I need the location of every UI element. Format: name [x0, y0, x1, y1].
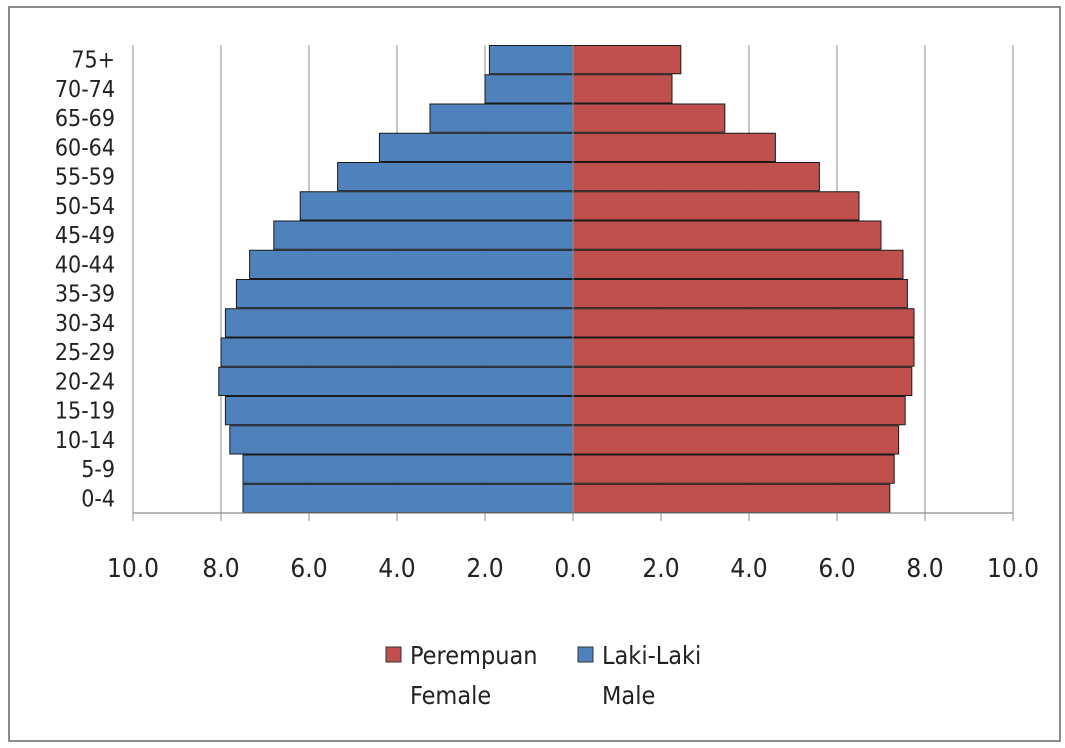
bar-male-50-54 [299, 191, 574, 221]
axes [132, 45, 1013, 521]
bar-male-40-44 [249, 249, 574, 279]
bar-female-55-59 [572, 162, 820, 192]
bar-female-50-54 [572, 191, 860, 221]
legend-label-laki-laki: Laki-Laki [602, 641, 701, 670]
bar-male-70-74 [484, 74, 574, 104]
bar-male-15-19 [224, 396, 574, 426]
bar-female-35-39 [572, 279, 908, 309]
bar-female-20-24 [572, 366, 913, 396]
bar-female-45-49 [572, 220, 882, 250]
x-tick-label: 2.0 [642, 554, 679, 584]
category-label: 40-44 [55, 252, 115, 278]
bar-male-75+ [488, 45, 574, 75]
bar-male-65-69 [429, 103, 574, 133]
legend-swatch-male [577, 646, 594, 663]
bar-female-70-74 [572, 74, 673, 104]
bar-male-55-59 [337, 162, 574, 192]
legend-label-female: Female [410, 681, 491, 710]
category-label: 60-64 [55, 135, 115, 161]
x-tick-label: 2.0 [466, 554, 503, 584]
category-label: 25-29 [55, 340, 115, 366]
legend-label-perempuan: Perempuan [410, 641, 538, 670]
bar-female-0-4 [572, 483, 891, 513]
legend-swatch-female [385, 646, 402, 663]
category-labels: 0-4 5-9 10-14 15-19 20-24 25-29 30-34 35-39 40-4… [55, 48, 115, 513]
bar-male-0-4 [242, 483, 574, 513]
x-tick-labels: 10.0 8.0 6.0 4.0 2.0 0.0 2.0 4.0 6.0 8.0 10.0 [107, 554, 1039, 584]
bar-male-45-49 [273, 220, 574, 250]
category-label: 0-4 [81, 486, 115, 512]
category-label: 15-19 [55, 399, 115, 425]
x-tick-label: 4.0 [378, 554, 415, 584]
x-tick-label: 6.0 [290, 554, 327, 584]
bar-female-60-64 [572, 132, 776, 162]
category-label: 10-14 [55, 428, 115, 454]
x-tick-label: 10.0 [107, 554, 159, 584]
bar-female-65-69 [572, 103, 726, 133]
category-label: 20-24 [55, 369, 115, 395]
bar-female-15-19 [572, 396, 906, 426]
bar-female-5-9 [572, 454, 895, 484]
x-tick-label: 10.0 [987, 554, 1039, 584]
category-label: 5-9 [81, 457, 115, 483]
category-label: 75+ [71, 48, 115, 74]
category-label: 70-74 [55, 77, 115, 103]
category-label: 35-39 [55, 282, 115, 308]
x-tick-label: 4.0 [730, 554, 767, 584]
bar-female-25-29 [572, 337, 915, 367]
bars [218, 45, 915, 513]
bar-male-25-29 [220, 337, 574, 367]
bar-male-5-9 [242, 454, 574, 484]
x-tick-label: 0.0 [554, 554, 591, 584]
bar-male-20-24 [218, 366, 574, 396]
bar-female-10-14 [572, 425, 900, 455]
bar-male-10-14 [229, 425, 574, 455]
category-label: 65-69 [55, 106, 115, 132]
category-label: 30-34 [55, 311, 115, 337]
bar-male-35-39 [235, 279, 574, 309]
category-label: 55-59 [55, 165, 115, 191]
x-tick-label: 6.0 [818, 554, 855, 584]
bar-female-75+ [572, 45, 682, 75]
bar-male-60-64 [378, 132, 574, 162]
bar-female-40-44 [572, 249, 904, 279]
bar-female-30-34 [572, 308, 915, 338]
legend-label-male: Male [602, 681, 655, 710]
legend: Perempuan Female Laki-Laki Male [385, 641, 701, 710]
x-tick-label: 8.0 [906, 554, 943, 584]
bar-male-30-34 [224, 308, 574, 338]
category-label: 50-54 [55, 194, 115, 220]
x-tick-label: 8.0 [202, 554, 239, 584]
category-label: 45-49 [55, 223, 115, 249]
